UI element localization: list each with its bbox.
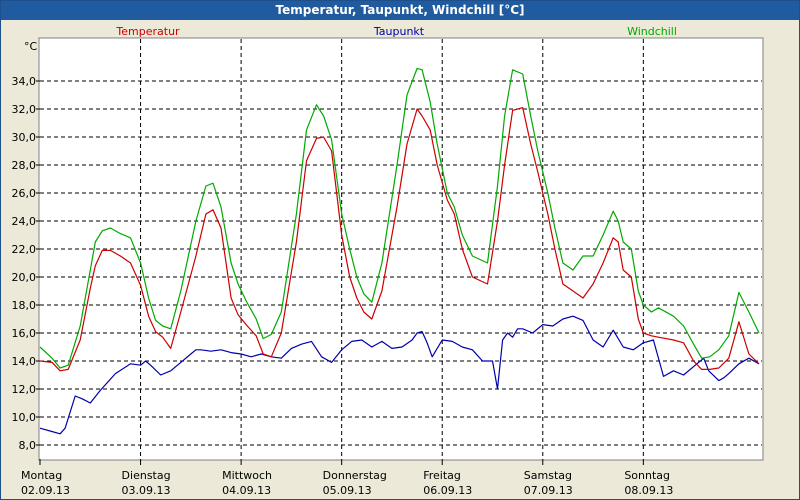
x-tick-weekday: Samstag — [524, 469, 572, 482]
x-axis-ticks: Montag 02.09.13 Dienstag 03.09.13 Mittwoch 04… — [21, 459, 673, 497]
y-tick-label: 18,0 — [12, 299, 37, 312]
y-tick-label: 24,0 — [12, 215, 37, 228]
y-tick-label: 30,0 — [12, 131, 37, 144]
x-tick-date: 07.09.13 — [524, 484, 573, 497]
y-tick-label: 32,0 — [12, 103, 37, 116]
x-tick-weekday: Mittwoch — [222, 469, 272, 482]
y-tick-label: 28,0 — [12, 159, 37, 172]
x-tick-date: 08.09.13 — [624, 484, 673, 497]
x-tick-weekday: Dienstag — [122, 469, 171, 482]
grid-lines — [40, 39, 762, 459]
legend-taupunkt: Taupunkt — [373, 25, 425, 38]
legend-temperatur: Temperatur — [115, 25, 180, 38]
y-tick-label: 12,0 — [12, 383, 37, 396]
y-tick-label: 34,0 — [12, 75, 37, 88]
y-tick-label: 14,0 — [12, 355, 37, 368]
y-tick-label: 8,0 — [19, 439, 37, 452]
x-tick-date: 02.09.13 — [21, 484, 70, 497]
y-tick-label: 20,0 — [12, 271, 37, 284]
x-tick-date: 05.09.13 — [323, 484, 372, 497]
y-axis-ticks: 8,0 10,0 12,0 14,0 16,0 18,0 20,0 22,0 24,0 26,0 2… — [12, 75, 40, 452]
y-tick-label: 26,0 — [12, 187, 37, 200]
x-tick-date: 04.09.13 — [222, 484, 271, 497]
x-tick-weekday: Sonntag — [624, 469, 670, 482]
y-tick-label: 10,0 — [12, 411, 37, 424]
x-tick-weekday: Montag — [21, 469, 62, 482]
series-line-windchill — [39, 67, 760, 369]
y-tick-label: 16,0 — [12, 327, 37, 340]
series-line-temperatur — [39, 106, 760, 372]
x-tick-weekday: Freitag — [423, 469, 461, 482]
legend-windchill: Windchill — [627, 25, 677, 38]
window-title: Temperatur, Taupunkt, Windchill [°C] — [1, 1, 799, 20]
series-lines — [39, 67, 760, 435]
y-axis-unit-label: °C — [24, 40, 38, 53]
y-tick-label: 22,0 — [12, 243, 37, 256]
series-line-taupunkt — [39, 315, 760, 435]
x-tick-weekday: Donnerstag — [323, 469, 387, 482]
x-tick-date: 06.09.13 — [423, 484, 472, 497]
x-tick-date: 03.09.13 — [122, 484, 171, 497]
